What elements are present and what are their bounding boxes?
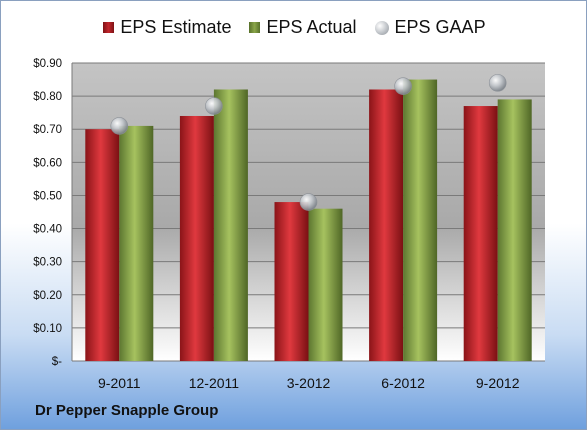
legend-swatch-gaap [374,20,389,35]
legend-item-estimate: EPS Estimate [103,17,231,38]
y-tick-label: $0.20 [33,290,62,302]
legend-swatch-estimate [103,22,115,33]
y-tick-label: $0.90 [33,58,62,70]
x-tick-label: 6-2012 [381,375,425,391]
legend-item-gaap: EPS GAAP [374,17,486,38]
bar-eps-actual [403,79,438,362]
bar-eps-actual [308,208,343,361]
legend-swatch-actual [249,22,261,33]
x-tick-label: 9-2012 [476,375,520,391]
bar-eps-estimate [274,202,309,361]
bar-eps-actual [213,89,248,361]
legend-label-gaap: EPS GAAP [394,17,486,37]
marker-eps-gaap [110,117,129,135]
y-tick-label: $0.30 [33,257,62,269]
marker-eps-gaap [205,97,223,115]
marker-eps-gaap [394,77,412,95]
y-tick-label: $0.70 [33,124,62,136]
legend: EPS Estimate EPS Actual EPS GAAP [1,17,586,38]
bar-eps-actual [119,125,154,362]
marker-eps-gaap [299,193,318,211]
y-tick-label: $0.60 [33,157,62,169]
bar-eps-estimate [85,129,120,361]
y-tick-label: $0.40 [33,224,62,236]
y-tick-label: $0.10 [33,323,62,335]
x-tick-label: 3-2012 [287,375,331,391]
x-tick-label: 9-2011 [98,375,141,391]
bar-eps-estimate [369,89,404,361]
bar-eps-actual [497,99,532,361]
y-tick-label: $0.80 [33,91,62,103]
legend-item-actual: EPS Actual [249,17,357,38]
legend-label-estimate: EPS Estimate [120,17,232,37]
company-name: Dr Pepper Snapple Group [35,402,219,419]
y-tick-label: $0.50 [33,190,62,202]
x-tick-label: 12-2011 [189,375,240,391]
bar-eps-estimate [463,106,498,362]
marker-eps-gaap [488,74,507,92]
legend-label-actual: EPS Actual [266,17,357,37]
bar-eps-estimate [179,115,214,361]
y-tick-label: $- [52,356,62,368]
